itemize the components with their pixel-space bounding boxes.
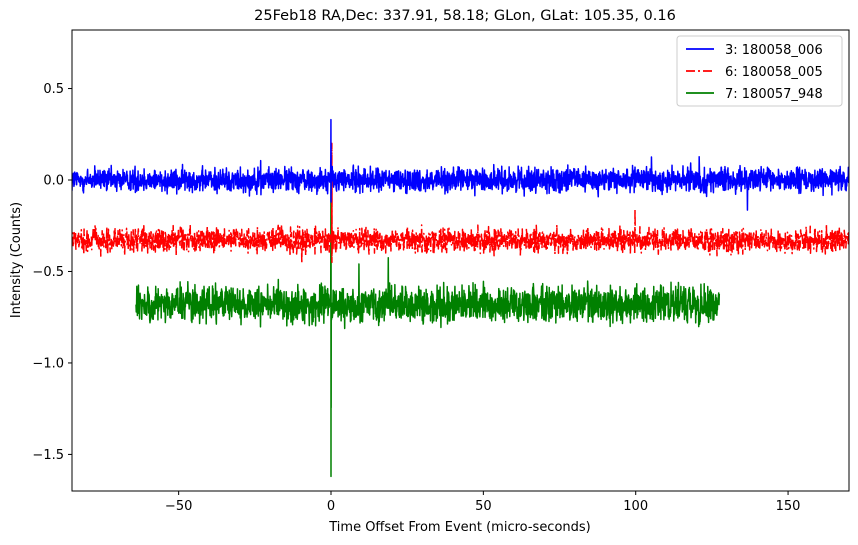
y-tick-label: 0.0 — [43, 174, 64, 189]
series-line-7 — [135, 170, 721, 478]
y-axis-label: Intensity (Counts) — [9, 202, 24, 318]
legend-label-series-3: 3: 180058_006 — [725, 43, 823, 58]
chart-title: 25Feb18 RA,Dec: 337.91, 58.18; GLon, GLa… — [254, 8, 676, 24]
legend-label-series-6: 6: 180058_005 — [725, 65, 823, 80]
x-tick-label: 100 — [623, 499, 648, 514]
series-line-6 — [72, 142, 849, 265]
legend-label-series-7: 7: 180057_948 — [725, 87, 823, 102]
x-tick-label: 50 — [475, 499, 492, 514]
x-axis-label: Time Offset From Event (micro-seconds) — [328, 520, 591, 535]
x-tick-label: −50 — [165, 499, 192, 514]
series-layer — [72, 118, 849, 478]
y-tick-label: −0.5 — [32, 265, 64, 280]
plot-frame — [71, 29, 850, 492]
x-tick-label: 150 — [776, 499, 801, 514]
y-tick-label: −1.5 — [32, 448, 64, 463]
x-tick-label: 0 — [327, 499, 335, 514]
y-tick-label: −1.0 — [32, 356, 64, 371]
legend-box — [676, 35, 843, 107]
y-tick-label: 0.5 — [43, 82, 64, 97]
series-line-3 — [72, 118, 849, 211]
ticks-layer: −50 0 50 100 150 0.5 0.0 −0.5 −1.0 −1.5 — [32, 82, 800, 514]
legend: 3: 180058_006 6: 180058_005 7: 180057_94… — [676, 35, 843, 107]
